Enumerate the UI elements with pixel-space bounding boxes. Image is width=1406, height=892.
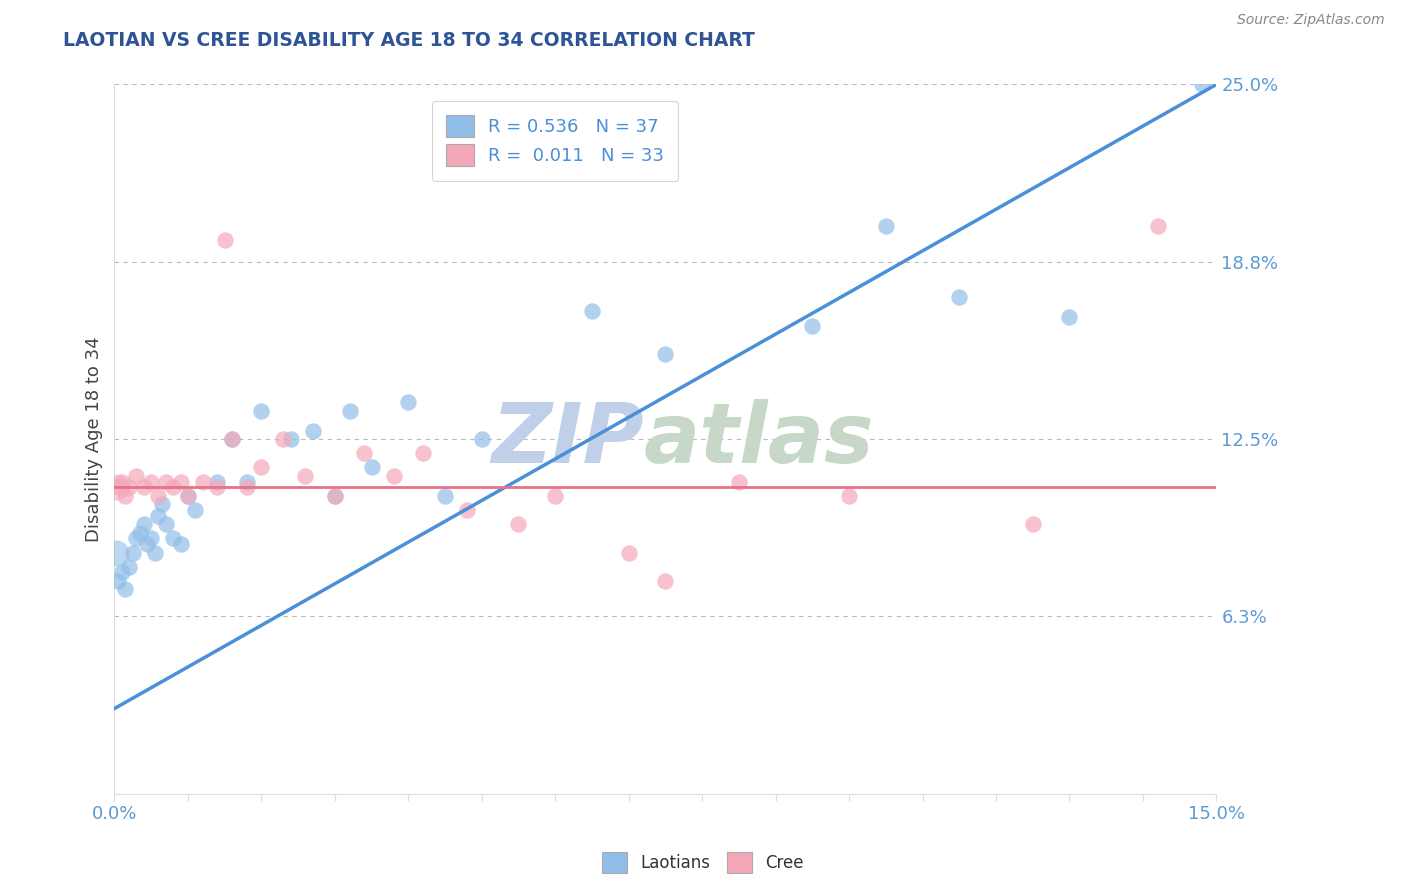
Point: [235, 475, 257, 489]
Point: [139, 532, 162, 546]
Point: [132, 480, 155, 494]
Point: [801, 318, 824, 333]
Point: [107, 574, 129, 588]
Legend: R = 0.536   N = 37, R =  0.011   N = 33: R = 0.536 N = 37, R = 0.011 N = 33: [432, 101, 679, 181]
Point: [875, 219, 897, 234]
Point: [118, 559, 141, 574]
Point: [1146, 219, 1168, 234]
Point: [155, 475, 177, 489]
Point: [434, 489, 457, 503]
Point: [581, 304, 603, 318]
Point: [221, 432, 243, 446]
Point: [184, 503, 207, 517]
Point: [221, 432, 243, 446]
Point: [412, 446, 434, 460]
Point: [111, 475, 134, 489]
Point: [1191, 78, 1213, 92]
Point: [456, 503, 478, 517]
Point: [139, 475, 162, 489]
Point: [838, 489, 860, 503]
Point: [353, 446, 375, 460]
Point: [136, 537, 159, 551]
Point: [654, 574, 676, 588]
Point: [280, 432, 302, 446]
Legend: Laotians, Cree: Laotians, Cree: [595, 846, 811, 880]
Point: [104, 545, 127, 559]
Point: [214, 234, 236, 248]
Point: [162, 480, 184, 494]
Point: [114, 489, 136, 503]
Point: [125, 469, 148, 483]
Text: ZIP: ZIP: [491, 399, 644, 480]
Point: [148, 508, 170, 523]
Point: [250, 403, 273, 417]
Point: [207, 475, 229, 489]
Point: [728, 475, 751, 489]
Point: [148, 489, 170, 503]
Point: [617, 545, 640, 559]
Text: Source: ZipAtlas.com: Source: ZipAtlas.com: [1237, 13, 1385, 28]
Point: [382, 469, 405, 483]
Point: [132, 517, 155, 532]
Point: [360, 460, 382, 475]
Point: [114, 582, 136, 597]
Point: [107, 480, 129, 494]
Point: [471, 432, 494, 446]
Point: [177, 489, 200, 503]
Point: [1022, 517, 1045, 532]
Point: [118, 480, 141, 494]
Point: [155, 517, 177, 532]
Point: [544, 489, 567, 503]
Point: [191, 475, 214, 489]
Point: [948, 290, 970, 304]
Point: [323, 489, 346, 503]
Point: [396, 395, 419, 409]
Point: [273, 432, 295, 446]
Point: [177, 489, 200, 503]
Point: [121, 545, 143, 559]
Point: [150, 497, 173, 511]
Point: [301, 424, 323, 438]
Point: [162, 532, 184, 546]
Point: [250, 460, 273, 475]
Point: [169, 475, 191, 489]
Point: [111, 566, 134, 580]
Point: [129, 525, 152, 540]
Point: [1059, 310, 1081, 324]
Point: [508, 517, 530, 532]
Point: [104, 480, 127, 494]
Point: [125, 532, 148, 546]
Point: [169, 537, 191, 551]
Point: [143, 545, 166, 559]
Point: [323, 489, 346, 503]
Text: atlas: atlas: [644, 399, 875, 480]
Point: [654, 347, 676, 361]
Text: LAOTIAN VS CREE DISABILITY AGE 18 TO 34 CORRELATION CHART: LAOTIAN VS CREE DISABILITY AGE 18 TO 34 …: [63, 31, 755, 50]
Point: [339, 403, 361, 417]
Point: [294, 469, 316, 483]
Y-axis label: Disability Age 18 to 34: Disability Age 18 to 34: [86, 336, 103, 541]
Point: [207, 480, 229, 494]
Point: [235, 480, 257, 494]
